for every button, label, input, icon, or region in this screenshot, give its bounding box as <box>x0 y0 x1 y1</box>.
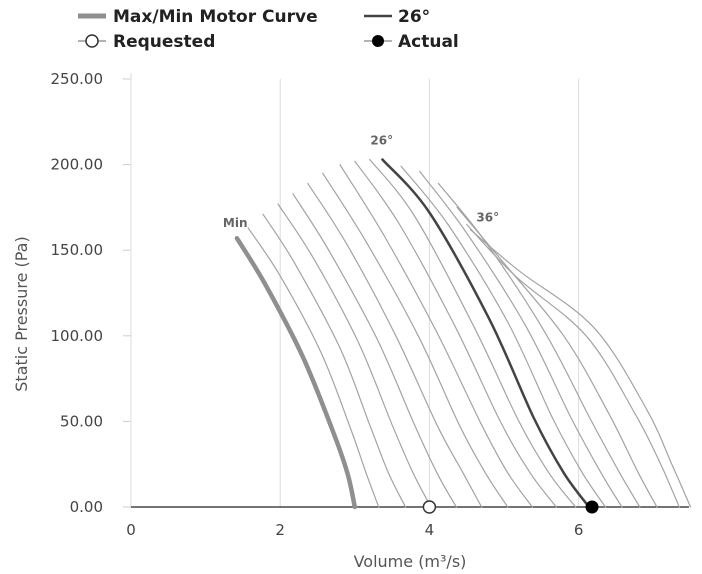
x-axis-title: Volume (m³/s) <box>354 552 467 571</box>
curve-blade-9 <box>369 158 577 508</box>
curve-blade-14 <box>456 206 658 508</box>
curve-max-16 <box>469 229 692 508</box>
grid <box>279 79 580 507</box>
curves <box>234 158 692 510</box>
curve-label-26: 26° <box>370 133 393 147</box>
curve-blade-4 <box>292 193 457 508</box>
curve-blade-1 <box>247 227 380 508</box>
curve-highlight-10 <box>381 158 591 509</box>
curve-blade-6 <box>322 172 509 508</box>
curve-min-0 <box>234 235 358 510</box>
x-tick-label-0: 0 <box>126 521 136 539</box>
x-tick-label-2: 4 <box>425 521 435 539</box>
curve-blade-3 <box>277 203 432 508</box>
y-tick-label-5: 250.00 <box>51 70 104 88</box>
legend-label-requested: Requested <box>113 32 215 52</box>
legend-swatch-actual-marker <box>372 35 384 47</box>
curve-blade-15 <box>466 223 680 508</box>
x-tick-label-1: 2 <box>275 521 285 539</box>
legend-label-26: 26° <box>398 7 430 27</box>
y-tick-label-1: 50.00 <box>60 412 103 430</box>
curve-blade-11 <box>400 165 607 508</box>
curve-label-min: Min <box>223 216 248 230</box>
markers <box>422 500 599 514</box>
curve-blade-2 <box>262 213 407 508</box>
curve-label-36: 36° <box>476 211 499 225</box>
curve-labels: Min 26° 36° <box>223 133 499 230</box>
legend-swatch-requested-marker <box>85 34 99 48</box>
curve-blade-12 <box>419 170 623 508</box>
y-axis-title: Static Pressure (Pa) <box>12 236 31 391</box>
legend-label-max-min: Max/Min Motor Curve <box>113 7 318 27</box>
x-tick-label-3: 6 <box>574 521 584 539</box>
y-tick-label-0: 0.00 <box>70 498 103 516</box>
curve-blade-8 <box>354 160 557 508</box>
actual-point-marker <box>585 500 599 514</box>
requested-point-marker <box>422 500 437 514</box>
y-tick-label-4: 200.00 <box>51 156 104 174</box>
y-tick-label-2: 100.00 <box>51 327 104 345</box>
legend: Max/Min Motor Curve 26° Requested Actual <box>78 7 459 52</box>
curve-blade-7 <box>339 164 533 508</box>
legend-label-actual: Actual <box>398 32 459 52</box>
curve-blade-5 <box>307 182 483 508</box>
y-tick-label-3: 150.00 <box>51 241 104 259</box>
